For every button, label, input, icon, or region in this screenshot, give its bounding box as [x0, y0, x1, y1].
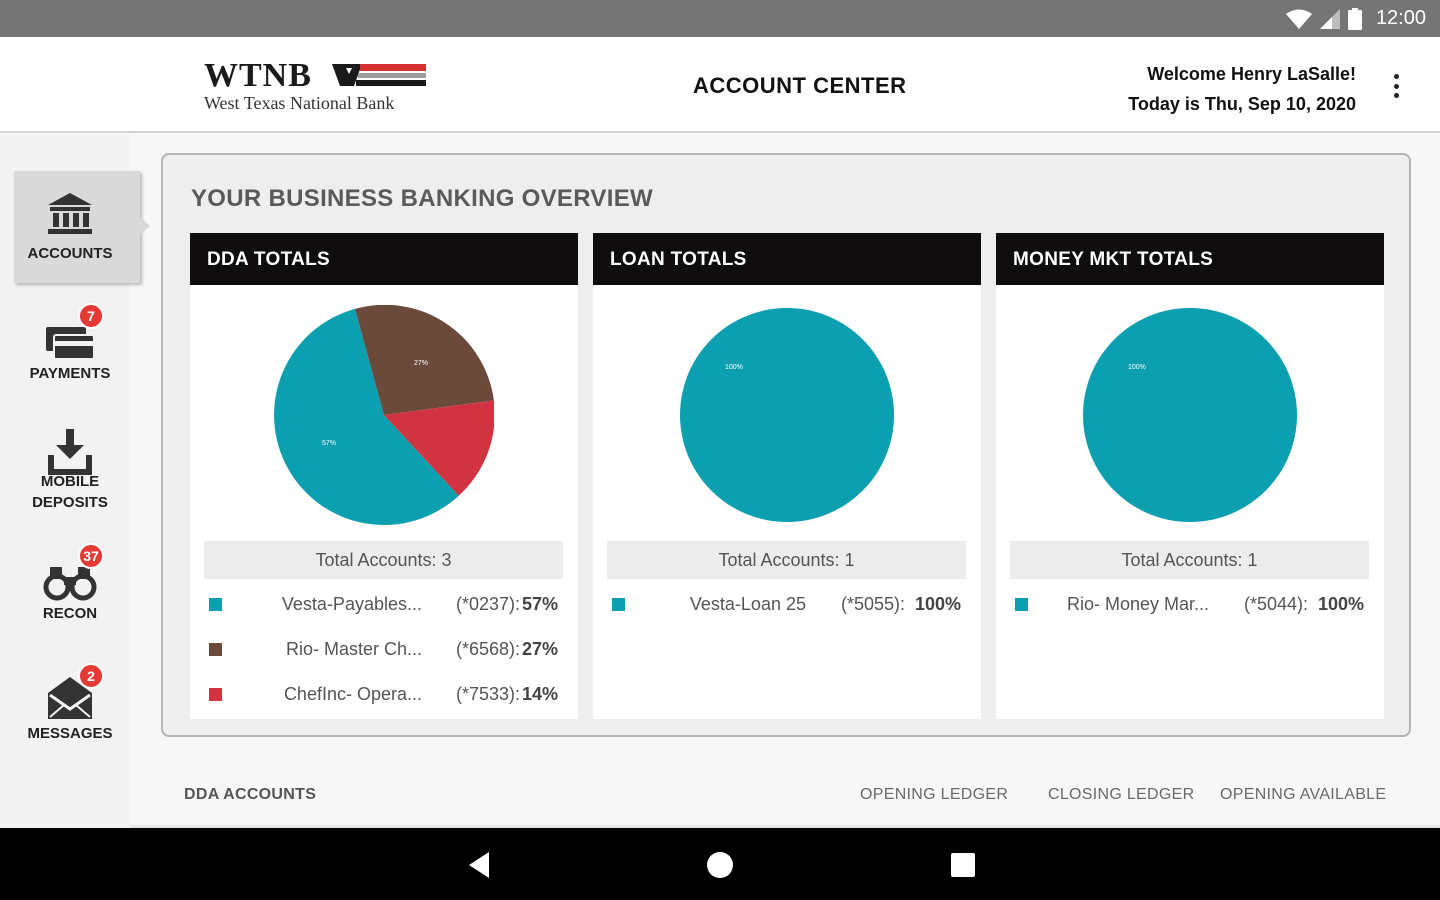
- card-heading: DDA TOTALS: [190, 233, 578, 285]
- pie-slice-rio-money-market: [1083, 308, 1297, 522]
- date-text: Today is Thu, Sep 10, 2020: [1128, 94, 1356, 114]
- legend-percent: 27%: [521, 639, 558, 659]
- sidebar-item-mobile-deposits[interactable]: MOBILE DEPOSITS: [14, 411, 140, 523]
- sidebar: ACCOUNTS 7 PAYMENTS MOBILE DEPOSITS 37: [0, 135, 150, 828]
- total-accounts: Total Accounts: 1: [607, 541, 966, 579]
- bank-name: West Texas National Bank: [204, 93, 395, 113]
- money-mkt-totals-card[interactable]: MONEY MKT TOTALS 100% Total Accounts: 1 …: [996, 233, 1384, 719]
- payments-badge: 7: [78, 303, 104, 329]
- bank-icon: [48, 193, 92, 234]
- loan-pie-chart[interactable]: 100%: [677, 305, 897, 525]
- legend-account-name: Rio- Money Mar...: [1066, 594, 1209, 614]
- legend-swatch: [209, 643, 222, 656]
- dda-totals-card[interactable]: DDA TOTALS 57% 27% 14% Total Accounts: 3…: [190, 233, 578, 719]
- home-icon[interactable]: [703, 848, 737, 882]
- legend-percent: 100%: [914, 594, 961, 614]
- sidebar-item-label-line1: MOBILE: [40, 473, 100, 490]
- recents-icon[interactable]: [946, 848, 980, 882]
- recon-badge: 37: [78, 543, 104, 569]
- status-bar: 12:00: [0, 0, 1440, 37]
- legend-account-name: Vesta-Loan 25: [689, 594, 806, 614]
- legend-account-number: (*0237):: [455, 594, 520, 614]
- messages-badge: 2: [78, 663, 104, 689]
- legend-row[interactable]: Rio- Money Mar... (*5044): 100%: [996, 589, 1384, 619]
- binoculars-icon: [43, 567, 97, 601]
- sidebar-item-recon[interactable]: 37 RECON: [14, 535, 140, 647]
- legend-account-name: Vesta-Payables...: [281, 594, 422, 614]
- welcome-text: Welcome Henry LaSalle!: [1147, 64, 1356, 84]
- accounts-table-header: DDA ACCOUNTS OPENING LEDGER CLOSING LEDG…: [130, 770, 1440, 828]
- pie-label-100: 100%: [725, 364, 743, 371]
- app-header: WTNB West Texas National Bank ACCOUNT CE…: [0, 37, 1440, 133]
- total-accounts: Total Accounts: 1: [1010, 541, 1369, 579]
- sidebar-item-label: ACCOUNTS: [27, 245, 113, 262]
- money-mkt-pie-chart[interactable]: 100%: [1080, 305, 1300, 525]
- legend-swatch: [209, 688, 222, 701]
- signal-icon: [1319, 8, 1340, 29]
- wifi-icon: [1285, 9, 1312, 29]
- section-title: DDA ACCOUNTS: [184, 786, 317, 803]
- overview-panel: YOUR BUSINESS BANKING OVERVIEW DDA TOTAL…: [161, 153, 1411, 737]
- sidebar-item-payments[interactable]: 7 PAYMENTS: [14, 295, 140, 407]
- pie-slice-rio-master: [355, 305, 494, 415]
- loan-totals-card[interactable]: LOAN TOTALS 100% Total Accounts: 1 Vesta…: [593, 233, 981, 719]
- sidebar-item-label: PAYMENTS: [29, 365, 111, 382]
- legend-account-number: (*6568):: [455, 639, 520, 659]
- pie-slice-vesta-payables: [274, 308, 459, 525]
- pie-label-14: 14%: [454, 440, 468, 447]
- pie-label-27: 27%: [414, 360, 428, 367]
- legend-account-number: (*7533):: [455, 684, 520, 704]
- clock: 12:00: [1375, 7, 1426, 29]
- legend-account-name: Rio- Master Ch...: [285, 639, 422, 659]
- column-header-opening-available[interactable]: OPENING AVAILABLE: [1220, 786, 1387, 803]
- download-tray-icon: [48, 429, 92, 475]
- card-heading: MONEY MKT TOTALS: [996, 233, 1384, 285]
- sidebar-item-messages[interactable]: 2 MESSAGES: [14, 655, 140, 767]
- legend-swatch: [1015, 598, 1028, 611]
- back-icon[interactable]: [463, 848, 497, 882]
- legend-row[interactable]: Vesta-Payables... (*0237): 57%: [190, 589, 578, 619]
- cards-icon: [46, 327, 95, 360]
- pie-slice-chefinc-opera: [384, 400, 494, 496]
- sidebar-item-label: RECON: [42, 605, 98, 622]
- legend-row[interactable]: Vesta-Loan 25 (*5055): 100%: [593, 589, 981, 619]
- pie-slice-vesta-loan: [680, 308, 894, 522]
- pie-label-57: 57%: [322, 440, 336, 447]
- sidebar-item-label: MESSAGES: [27, 725, 113, 742]
- envelope-icon: [48, 677, 92, 719]
- legend-percent: 57%: [521, 594, 558, 614]
- legend-row[interactable]: Rio- Master Ch... (*6568): 27%: [190, 634, 578, 664]
- legend-percent: 14%: [521, 684, 558, 704]
- column-header-opening-ledger[interactable]: OPENING LEDGER: [860, 786, 1009, 803]
- card-heading: LOAN TOTALS: [593, 233, 981, 285]
- column-header-closing-ledger[interactable]: CLOSING LEDGER: [1048, 786, 1195, 803]
- sidebar-item-label-line2: DEPOSITS: [32, 494, 108, 511]
- legend-row[interactable]: ChefInc- Opera... (*7533): 14%: [190, 679, 578, 709]
- legend-percent: 100%: [1317, 594, 1364, 614]
- overview-title: YOUR BUSINESS BANKING OVERVIEW: [191, 185, 653, 212]
- legend-account-number: (*5055):: [840, 594, 905, 614]
- dda-pie-chart[interactable]: 57% 27% 14%: [274, 305, 494, 525]
- welcome-block: Welcome Henry LaSalle! Today is Thu, Sep…: [1128, 59, 1356, 119]
- total-accounts: Total Accounts: 3: [204, 541, 563, 579]
- legend-account-name: ChefInc- Opera...: [283, 684, 422, 704]
- legend-swatch: [612, 598, 625, 611]
- battery-icon: [1347, 7, 1362, 30]
- legend-account-number: (*5044):: [1243, 594, 1308, 614]
- page-title: ACCOUNT CENTER: [693, 73, 907, 98]
- bank-logo[interactable]: WTNB West Texas National Bank: [204, 57, 426, 115]
- system-nav-bar: [0, 828, 1440, 900]
- texas-flag-icon: [332, 64, 426, 86]
- logo-wordmark: WTNB: [204, 57, 312, 94]
- more-vert-icon[interactable]: [1385, 71, 1407, 101]
- sidebar-item-accounts[interactable]: ACCOUNTS: [14, 171, 150, 283]
- legend-swatch: [209, 598, 222, 611]
- pie-label-100: 100%: [1128, 364, 1146, 371]
